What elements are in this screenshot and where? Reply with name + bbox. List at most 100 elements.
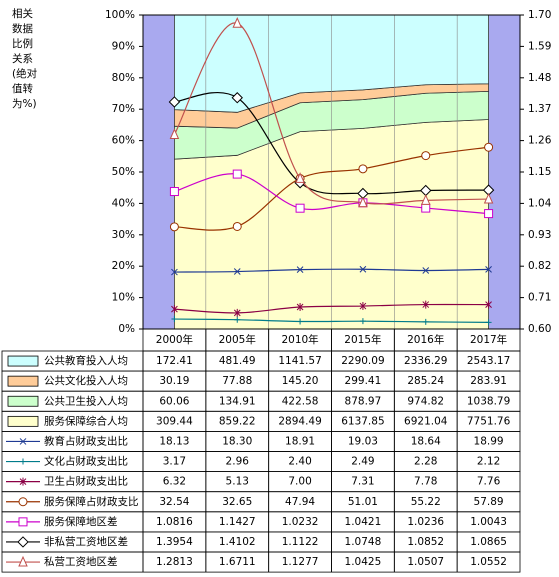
marker <box>359 265 367 273</box>
table-value: 1.0232 <box>282 516 319 528</box>
table-value: 2543.17 <box>467 355 510 367</box>
table-value: 7.78 <box>414 476 437 488</box>
y2-tick-label: 1.70 <box>528 9 551 21</box>
table-value: 1.1277 <box>282 556 319 568</box>
y2-tick-label: 0.93 <box>528 229 551 241</box>
y2-tick-label: 0.71 <box>528 292 551 304</box>
table-value: 18.13 <box>159 435 189 447</box>
legend-label: 教育占财政支出比 <box>44 434 128 447</box>
marker <box>359 318 366 325</box>
table-value: 859.22 <box>219 415 256 427</box>
marker <box>169 222 179 232</box>
marker <box>422 318 429 325</box>
marker <box>484 209 494 219</box>
table-value: 1038.79 <box>467 395 510 407</box>
table-value: 172.41 <box>156 355 193 367</box>
table-value: 1.1427 <box>219 516 256 528</box>
table-value: 6.32 <box>163 476 186 488</box>
marker <box>169 187 179 197</box>
y2-tick-label: 0.82 <box>528 260 551 272</box>
line <box>174 268 489 273</box>
y-axis-label: 值转 <box>12 82 33 95</box>
table-value: 1.0865 <box>470 536 507 548</box>
x-tick-label: 2017年 <box>470 333 507 346</box>
table-value: 145.20 <box>282 375 319 387</box>
table-value: 2894.49 <box>278 415 321 427</box>
legend-label: 公共卫生投入人均 <box>44 394 128 407</box>
table-value: 47.94 <box>285 496 315 508</box>
table-value: 6137.85 <box>341 415 384 427</box>
legend-marker <box>18 555 28 567</box>
marker <box>231 92 243 104</box>
marker <box>485 266 492 273</box>
table-value: 57.89 <box>474 496 504 508</box>
marker <box>171 316 178 323</box>
table-value: 1.4102 <box>219 536 256 548</box>
legend-label: 非私营工资地区差 <box>44 535 128 548</box>
y-tick-label: 70% <box>112 103 135 115</box>
legend-swatch <box>7 415 39 427</box>
y-axis-label: 相关 <box>12 7 33 20</box>
table-value: 32.54 <box>159 496 189 508</box>
y2-tick-label: 1.59 <box>528 40 551 52</box>
legend-marker <box>17 536 29 548</box>
table-value: 422.58 <box>282 395 319 407</box>
marker <box>297 318 304 325</box>
marker <box>233 268 241 275</box>
table-value: 1.1122 <box>282 536 319 548</box>
table-value: 51.01 <box>348 496 378 508</box>
marker <box>421 151 431 161</box>
table-value: 309.44 <box>156 415 193 427</box>
y2-tick-label: 1.04 <box>528 197 552 209</box>
marker <box>168 96 181 108</box>
marker <box>483 192 494 204</box>
marker <box>358 164 368 174</box>
y2-tick-label: 1.48 <box>528 72 551 84</box>
table-value: 1.0816 <box>156 516 193 528</box>
marker <box>359 302 367 311</box>
y-tick-label: 40% <box>112 197 135 209</box>
table-value: 1141.57 <box>278 355 321 367</box>
table-value: 60.06 <box>159 395 189 407</box>
table-value: 2.49 <box>351 456 374 468</box>
legend-label: 公共文化投入人均 <box>44 374 128 387</box>
y-axis-label: (绝对 <box>12 67 38 80</box>
table-value: 7751.76 <box>467 415 511 427</box>
table-value: 18.30 <box>222 435 252 447</box>
table-value: 1.0043 <box>470 516 507 528</box>
table-value: 1.0748 <box>345 536 382 548</box>
legend-marker <box>18 517 28 527</box>
table-value: 481.49 <box>219 355 256 367</box>
table-value: 3.17 <box>163 456 186 468</box>
line <box>174 318 489 323</box>
marker <box>485 319 492 326</box>
table-value: 2290.09 <box>341 355 384 367</box>
table-value: 2.12 <box>477 456 500 468</box>
x-tick-label: 2005年 <box>219 333 256 346</box>
table-value: 134.91 <box>219 395 256 407</box>
y-tick-label: 50% <box>112 166 135 178</box>
legend-label: 私营工资地区差 <box>44 555 118 568</box>
legend-label: 卫生占财政支出比 <box>44 475 128 488</box>
y-tick-label: 90% <box>112 40 135 52</box>
y-tick-label: 100% <box>105 9 135 21</box>
table-value: 7.00 <box>288 476 311 488</box>
table-value: 7.76 <box>477 476 501 488</box>
table-value: 1.2813 <box>156 556 193 568</box>
marker <box>171 268 178 276</box>
marker <box>484 142 494 152</box>
table-value: 18.99 <box>474 435 504 447</box>
table-cell <box>456 551 521 573</box>
marker <box>232 221 242 231</box>
legend-marker <box>19 438 27 445</box>
table-value: 285.24 <box>407 375 444 387</box>
x-tick-label: 2015年 <box>344 333 381 346</box>
marker <box>420 194 431 205</box>
table-value: 77.88 <box>222 375 252 387</box>
y-axis-label: 关系 <box>12 52 33 65</box>
marker <box>296 303 304 312</box>
y2-tick-label: 1.15 <box>528 166 551 178</box>
y-tick-label: 30% <box>112 229 135 241</box>
table-value: 2.96 <box>226 456 250 468</box>
